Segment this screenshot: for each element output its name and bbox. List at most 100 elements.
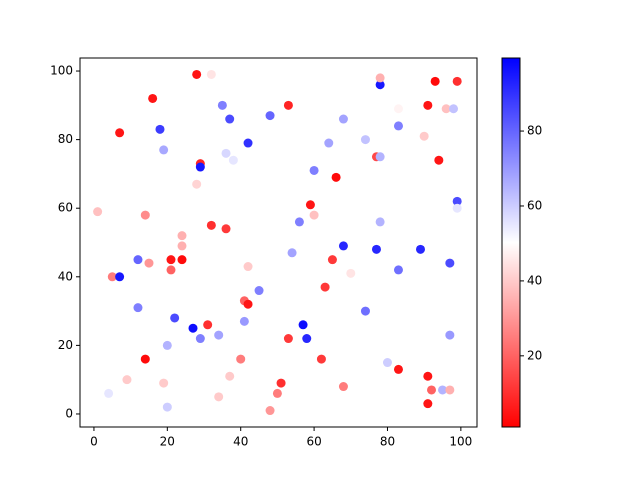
point (265, 111, 275, 121)
y-tick-label: 40 (58, 269, 73, 283)
point (159, 378, 169, 388)
point (192, 69, 202, 79)
y-tick-label: 0 (65, 406, 73, 420)
point (427, 385, 437, 395)
point (243, 138, 253, 148)
point (195, 162, 205, 172)
point (338, 241, 348, 251)
point (423, 399, 433, 409)
point (360, 135, 370, 145)
point (265, 406, 275, 416)
point (188, 323, 198, 333)
point (254, 286, 264, 296)
point (294, 217, 304, 227)
point (441, 104, 451, 114)
point (393, 265, 403, 275)
point (166, 265, 176, 275)
point (302, 334, 312, 344)
x-tick-label: 80 (380, 435, 395, 449)
point (338, 114, 348, 124)
point (206, 220, 216, 230)
y-tick-label: 80 (58, 132, 73, 146)
x-tick-label: 0 (90, 435, 98, 449)
point (236, 354, 246, 364)
point (452, 196, 462, 206)
point (287, 248, 297, 258)
point (360, 306, 370, 316)
point (298, 320, 308, 330)
point (415, 244, 425, 254)
point (423, 371, 433, 381)
point (324, 138, 334, 148)
point (320, 282, 330, 292)
point (206, 69, 216, 79)
point (309, 165, 319, 175)
x-tick-label: 20 (160, 435, 175, 449)
point (331, 172, 341, 182)
point (221, 148, 231, 158)
point (316, 354, 326, 364)
point (375, 73, 385, 83)
y-tick-label: 20 (58, 338, 73, 352)
point (327, 255, 337, 265)
point (155, 124, 165, 134)
point (104, 388, 114, 398)
point (371, 244, 381, 254)
point (445, 258, 455, 268)
point (452, 76, 462, 86)
point (144, 258, 154, 268)
point (140, 354, 150, 364)
point (445, 385, 455, 395)
point (419, 131, 429, 141)
point (177, 255, 187, 265)
point (393, 104, 403, 114)
point (177, 231, 187, 241)
point (115, 272, 125, 282)
point (203, 320, 213, 330)
point (195, 334, 205, 344)
point (214, 330, 224, 340)
point (434, 155, 444, 165)
point (283, 100, 293, 110)
point (192, 179, 202, 189)
point (338, 382, 348, 392)
y-tick-label: 60 (58, 201, 73, 215)
point (228, 155, 238, 165)
y-tick-label: 100 (50, 64, 73, 78)
point (115, 128, 125, 138)
point (393, 121, 403, 131)
point (170, 313, 180, 323)
x-tick-label: 60 (306, 435, 321, 449)
point (122, 375, 132, 385)
point (177, 241, 187, 251)
colorbar (501, 57, 521, 428)
point (221, 224, 231, 234)
point (375, 217, 385, 227)
point (309, 210, 319, 220)
point (159, 145, 169, 155)
point (93, 207, 103, 217)
point (452, 203, 462, 213)
plot-frame (79, 57, 478, 428)
x-tick-label: 40 (233, 435, 248, 449)
point (140, 210, 150, 220)
point (445, 330, 455, 340)
colorbar-tick-label: 60 (527, 198, 542, 212)
point (225, 371, 235, 381)
point (239, 316, 249, 326)
point (133, 255, 143, 265)
point (283, 334, 293, 344)
point (276, 378, 286, 388)
colorbar-tick-label: 80 (527, 124, 542, 138)
point (133, 303, 143, 313)
point (382, 358, 392, 368)
point (214, 392, 224, 402)
colorbar-tick-label: 20 (527, 348, 542, 362)
point (166, 255, 176, 265)
point (162, 340, 172, 350)
point (346, 268, 356, 278)
point (148, 93, 158, 103)
point (225, 114, 235, 124)
point (375, 80, 385, 90)
